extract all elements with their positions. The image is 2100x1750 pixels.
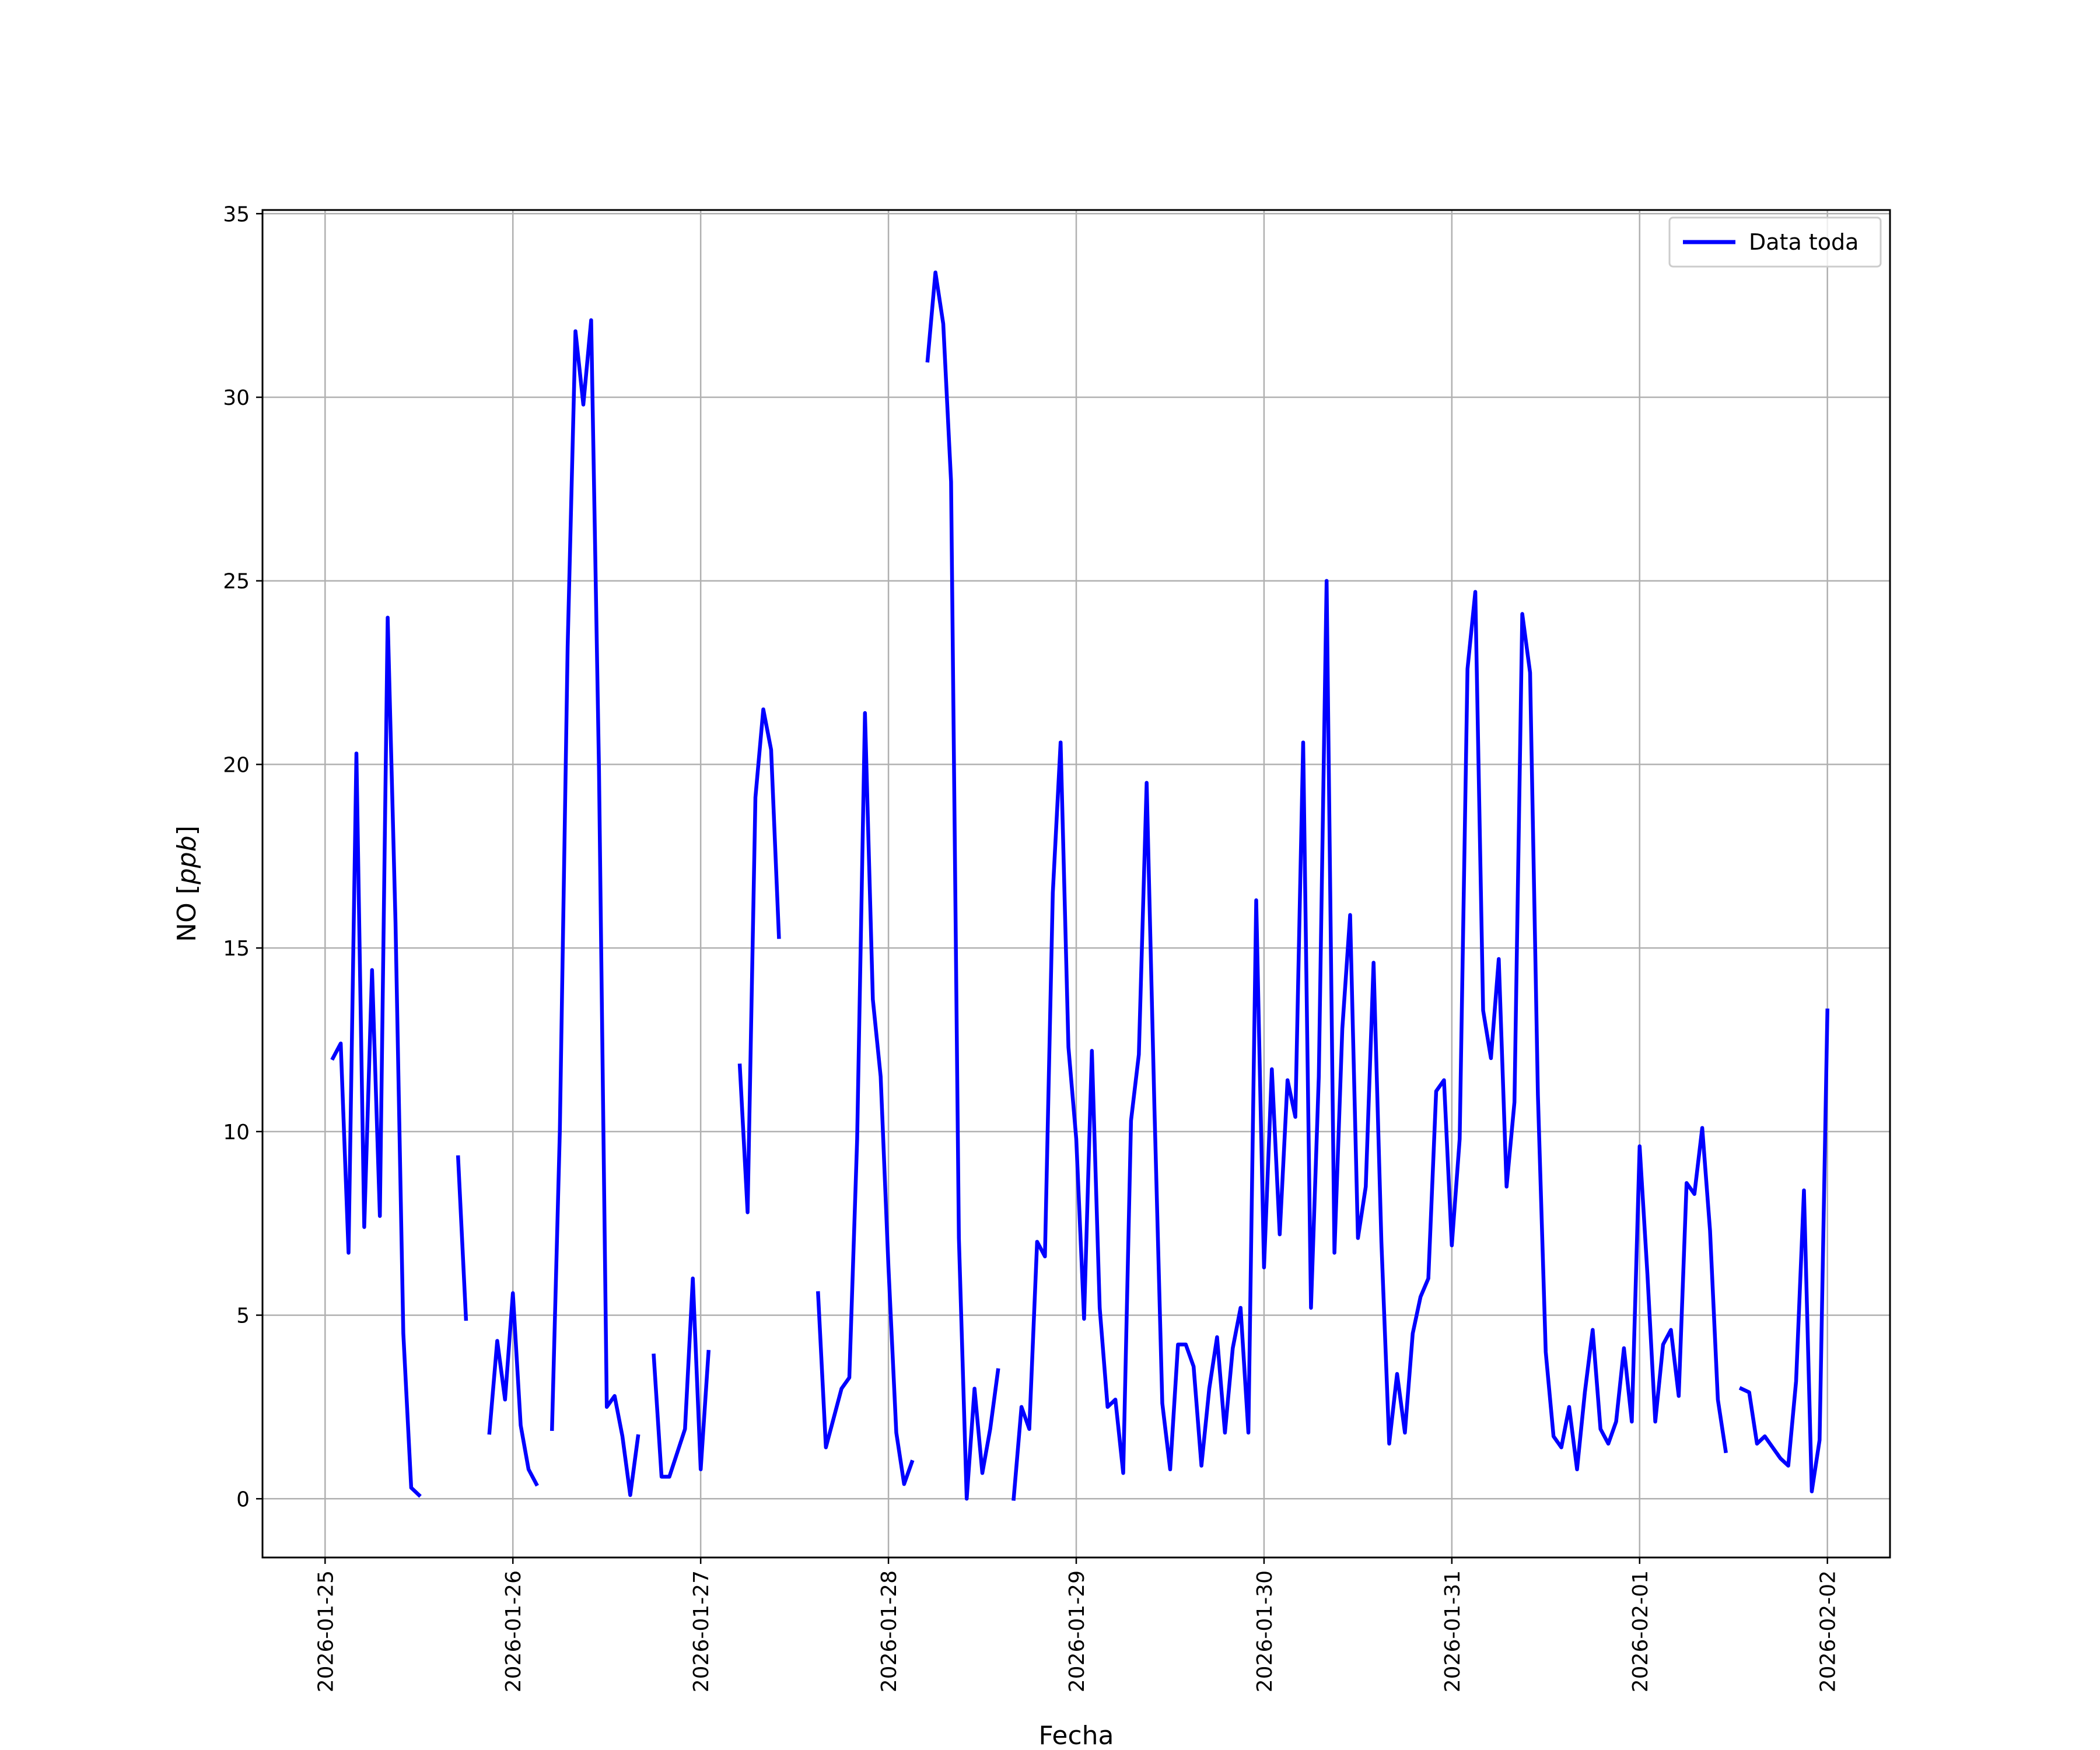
x-tick-label: 2026-01-27 <box>690 1570 713 1692</box>
series-line-segment <box>330 615 422 1498</box>
series-line-segment <box>652 1276 711 1479</box>
x-tick-label: 2026-02-01 <box>1629 1570 1653 1692</box>
x-tick-label: 2026-01-31 <box>1441 1570 1465 1692</box>
legend-box <box>1668 216 1882 268</box>
x-axis-title: Fecha <box>1038 1721 1114 1750</box>
x-tick-label: 2026-02-02 <box>1817 1570 1840 1692</box>
y-tick-label: 15 <box>223 937 250 961</box>
y-axis-title-prefix: NO [ <box>172 884 202 942</box>
series-line-segment <box>925 270 1000 1501</box>
y-tick-label: 10 <box>223 1121 250 1144</box>
series-line-segment <box>816 711 915 1486</box>
series-line-segment <box>456 1155 468 1321</box>
legend: Data toda <box>1668 216 1882 268</box>
x-tick-label: 2026-01-29 <box>1065 1570 1089 1692</box>
y-axis-title-unit: ppb <box>172 835 202 885</box>
y-axis: 0 5 10 15 20 25 30 35 <box>223 202 262 1511</box>
y-tick-label: 30 <box>223 386 250 410</box>
x-tick-label: 2026-01-28 <box>877 1570 901 1692</box>
y-tick-label: 20 <box>223 753 250 777</box>
series-line-segment <box>550 318 640 1497</box>
y-tick-label: 0 <box>236 1488 250 1511</box>
y-axis-title: NO [ppb] <box>172 825 202 942</box>
legend-label: Data toda <box>1749 229 1859 255</box>
x-tick-label: 2026-01-30 <box>1253 1570 1277 1692</box>
x-axis: 2026-01-25 2026-01-26 2026-01-27 2026-01-28… <box>314 1558 1840 1692</box>
series-line-segment <box>487 1291 539 1487</box>
y-tick-label: 5 <box>236 1304 250 1328</box>
series-line-segment <box>1012 579 1728 1501</box>
y-axis-title-suffix: ] <box>172 825 202 835</box>
x-tick-label: 2026-01-25 <box>314 1570 338 1692</box>
x-tick-label: 2026-01-26 <box>502 1570 526 1692</box>
y-tick-label: 25 <box>223 570 250 594</box>
series-layer <box>330 270 1830 1501</box>
series-line-segment <box>1738 1008 1830 1493</box>
y-tick-label: 35 <box>223 202 250 226</box>
series-line-segment <box>737 707 781 1214</box>
